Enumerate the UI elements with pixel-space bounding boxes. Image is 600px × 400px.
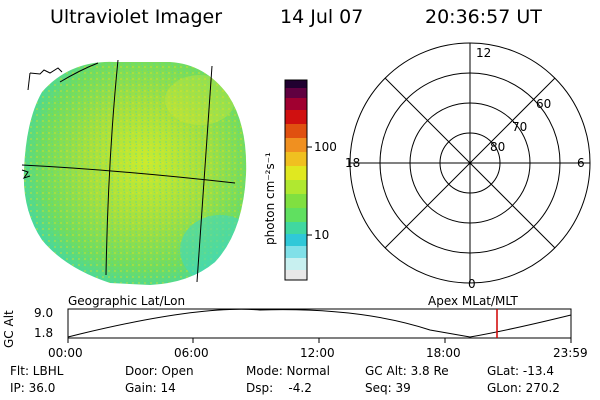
lat-label-70: 70 (512, 120, 528, 134)
altitude-xtick-1800: 18:00 (426, 346, 461, 360)
time-label: 20:36:57 UT (425, 6, 542, 28)
mlt-label-0: 0 (468, 277, 476, 291)
info-ip: IP: 36.0 (10, 381, 56, 395)
geographic-grid-lines (21, 59, 236, 283)
lat-label-80: 80 (490, 140, 506, 154)
instrument-title: Ultraviolet Imager (50, 6, 223, 28)
info-mode: Mode: Normal (246, 364, 330, 378)
altitude-xtick-1200: 12:00 (300, 346, 335, 360)
colorbar-bar (284, 79, 312, 281)
apex-caption: Apex MLat/MLT (428, 294, 518, 308)
coastline-lines (21, 67, 63, 179)
date-label: 14 Jul 07 (280, 6, 364, 28)
altitude-xtick-0000: 00:00 (48, 346, 83, 360)
colorbar-label: photon cm⁻²s⁻¹ (263, 152, 277, 245)
polar-plot (349, 42, 591, 284)
info-gain: Gain: 14 (125, 381, 176, 395)
altitude-ytick-min: 1.8 (34, 326, 54, 340)
lat-label-60: 60 (536, 97, 552, 111)
altitude-ylabel: GC Alt (2, 310, 16, 348)
mlt-label-18: 18 (345, 156, 361, 170)
geographic-caption: Geographic Lat/Lon (68, 294, 186, 308)
info-seq: Seq: 39 (365, 381, 411, 395)
colorbar-tick-10: 10 (314, 228, 330, 242)
info-glat: GLat: -13.4 (487, 364, 554, 378)
altitude-plot (67, 308, 572, 343)
info-door: Door: Open (125, 364, 194, 378)
colorbar-tick-100: 100 (314, 140, 337, 154)
altitude-curve (67, 308, 572, 338)
altitude-ytick-max: 9.0 (34, 306, 54, 320)
auroral-image-disc (21, 59, 247, 285)
info-filter: Flt: LBHL (10, 364, 64, 378)
altitude-xtick-2359: 23:59 (553, 346, 588, 360)
info-glon: GLon: 270.2 (487, 381, 560, 395)
info-dsp: Dsp: -4.2 (246, 381, 312, 395)
info-gc-alt: GC Alt: 3.8 Re (365, 364, 449, 378)
altitude-xtick-0600: 06:00 (174, 346, 209, 360)
mlt-label-12: 12 (476, 46, 492, 60)
mlt-label-6: 6 (577, 156, 585, 170)
